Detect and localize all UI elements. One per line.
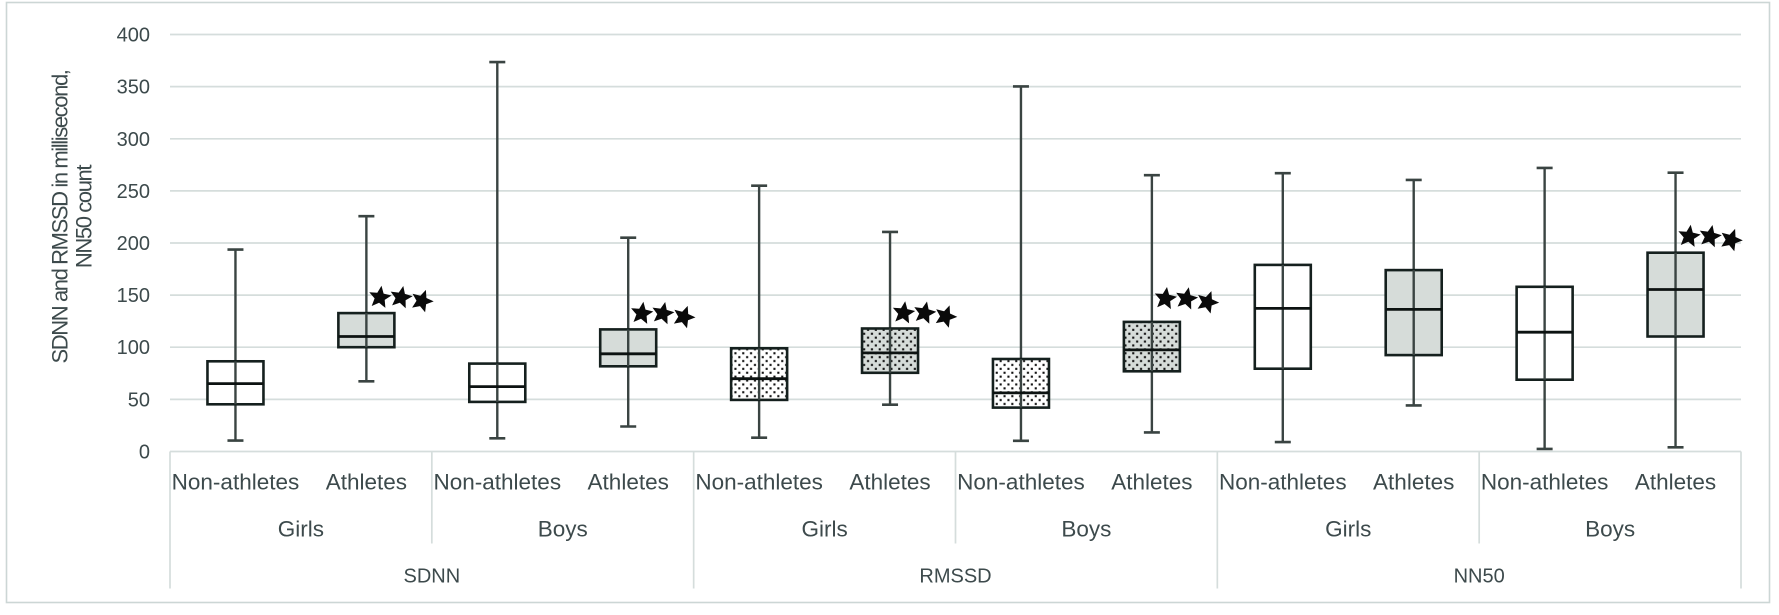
svg-text:Athletes: Athletes [1635,470,1716,495]
svg-text:Boys: Boys [538,517,588,542]
svg-text:Athletes: Athletes [1111,470,1192,495]
svg-text:100: 100 [117,337,150,359]
svg-text:NN50 count: NN50 count [72,165,97,268]
svg-text:Non-athletes: Non-athletes [1481,470,1609,495]
svg-text:350: 350 [117,77,150,99]
svg-text:Athletes: Athletes [326,470,407,495]
svg-text:NN50: NN50 [1454,566,1505,588]
svg-text:200: 200 [117,233,150,255]
svg-text:RMSSD: RMSSD [919,566,991,588]
svg-text:Non-athletes: Non-athletes [434,470,562,495]
svg-text:300: 300 [117,129,150,151]
svg-text:Athletes: Athletes [849,470,930,495]
svg-text:150: 150 [117,285,150,307]
svg-text:Athletes: Athletes [588,470,669,495]
svg-text:Girls: Girls [801,517,847,542]
svg-text:Non-athletes: Non-athletes [695,470,823,495]
svg-text:0: 0 [139,442,150,464]
svg-text:50: 50 [128,389,150,411]
svg-text:Girls: Girls [278,517,324,542]
svg-text:SDNN: SDNN [403,566,460,588]
svg-text:Boys: Boys [1585,517,1635,542]
svg-text:Non-athletes: Non-athletes [172,470,300,495]
svg-text:400: 400 [117,25,150,47]
svg-text:Athletes: Athletes [1373,470,1454,495]
svg-text:Girls: Girls [1325,517,1371,542]
svg-text:SDNN and RMSSD in millisecond,: SDNN and RMSSD in millisecond, [48,70,73,363]
svg-text:Non-athletes: Non-athletes [1219,470,1347,495]
svg-text:Non-athletes: Non-athletes [957,470,1085,495]
svg-text:250: 250 [117,181,150,203]
svg-text:Boys: Boys [1061,517,1111,542]
